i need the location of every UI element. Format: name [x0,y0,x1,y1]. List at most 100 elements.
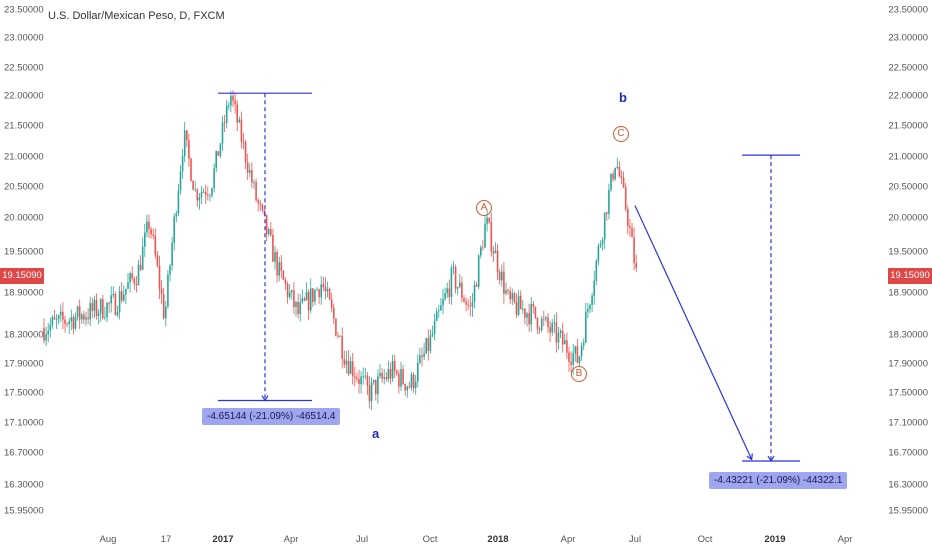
candle-body [372,379,375,383]
candle-body [381,372,383,379]
candle-body [549,327,551,333]
candle-body [362,376,364,377]
price-tick: 16.70000 [888,447,928,459]
candle-body [238,119,241,123]
candle-body [179,171,182,191]
candle-body [127,282,129,289]
candle-body [419,355,421,363]
candle-body [286,283,289,298]
price-tick: 18.30000 [888,329,928,341]
candle-body [459,282,461,288]
candle-body [47,330,49,335]
candle-body [217,151,220,156]
candle-body [496,250,499,273]
price-chart[interactable] [0,0,932,530]
price-tick: 19.50000 [4,246,44,258]
candle-body [236,104,238,123]
candle-body [370,382,373,402]
candle-body [406,386,409,391]
candle-body [123,294,125,301]
time-tick: Oct [697,534,713,545]
candle-body [99,299,102,314]
price-axis-right[interactable]: 23.50000 23.00000 22.50000 22.00000 21.50000… [872,0,932,530]
candle-body [351,361,354,377]
chart-title: U.S. Dollar/Mexican Peso, D, FXCM [48,10,225,22]
price-axis-left[interactable]: 23.50000 23.00000 22.50000 22.00000 21.50000… [0,0,60,530]
candle-body [591,295,593,305]
price-tick: 20.50000 [888,181,928,193]
candle-body [536,317,539,329]
subwave-label-B[interactable]: B [571,366,587,382]
candle-body [629,226,631,229]
subwave-label-A[interactable]: A [476,200,492,216]
candle-body [232,95,234,101]
candle-body [519,295,522,310]
candle-body [578,356,581,363]
candle-body [438,310,440,312]
candle-body [223,122,226,124]
candle-body [51,317,54,325]
candle-body [486,217,488,224]
candle-body [557,332,560,343]
candle-body [274,252,276,262]
candle-body [553,322,556,324]
candle-body [202,192,205,193]
price-tick: 19.50000 [888,246,928,258]
price-tick: 17.50000 [888,387,928,399]
time-tick: Oct [422,534,438,545]
candle-body [91,303,94,311]
candle-body [555,322,558,343]
candle-body [303,298,306,301]
candle-body [530,303,532,325]
candle-body [475,284,478,287]
candle-body [603,212,606,240]
wave-label-a[interactable]: a [372,426,380,441]
candle-body [532,303,535,307]
measure-label-1[interactable]: -4.65144 (-21.09%) -46514.4 [202,408,341,425]
candle-body [402,369,404,385]
price-tick: 20.00000 [4,212,44,224]
candle-body [484,223,486,248]
candle-body [498,272,501,281]
candle-body [200,192,203,198]
candle-body [167,274,169,307]
candle-body [57,315,60,320]
candle-body [589,304,591,309]
candle-body [480,247,482,256]
candle-body [561,330,564,345]
candle-body [585,311,587,343]
candle-body [330,299,333,308]
candle-body [192,180,194,190]
time-axis[interactable]: Aug 17 2017 Apr Jul Oct 2018 Apr Jul Oct 2019 Apr [0,530,932,550]
candle-body [345,360,348,365]
candle-body [414,381,417,389]
candle-body [349,361,352,374]
candle-body [328,289,331,300]
candle-body [324,287,327,292]
measure-label-2[interactable]: -4.43221 (-21.09%) -44322.1 [709,472,848,489]
candle-body [305,291,308,301]
candle-body [364,375,367,377]
candle-body [198,197,201,201]
candle-body [158,265,161,289]
wave-label-b[interactable]: b [619,90,627,105]
projection-arrow-line [634,205,753,460]
candle-body [120,291,123,301]
price-tick: 21.00000 [4,151,44,163]
candle-body [49,324,52,331]
candle-body [284,279,287,284]
candle-body [354,376,356,378]
candle-body [207,194,209,196]
candle-body [102,299,104,319]
candle-body [278,262,280,276]
candle-body [291,290,293,293]
candle-body [389,369,392,379]
candle-body [356,377,358,380]
subwave-label-C[interactable]: C [613,126,629,142]
range1-arrow-head [261,395,269,402]
candle-body [467,304,469,306]
price-tick: 17.10000 [4,417,44,429]
candle-body [375,379,377,395]
candle-body [320,284,322,298]
candle-body [190,158,192,181]
